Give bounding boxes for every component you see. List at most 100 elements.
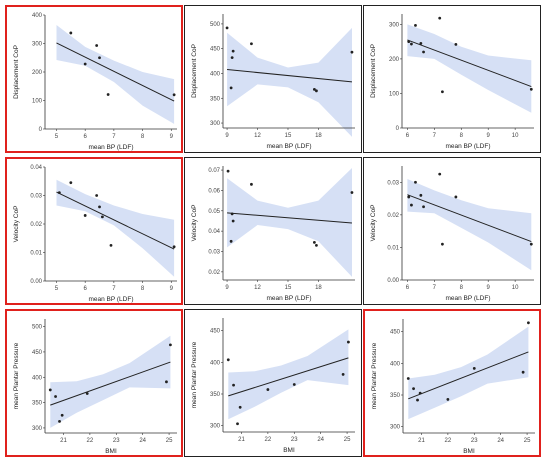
y-tick-label: 0.03 xyxy=(30,194,42,200)
y-axis-label: mean Plantar Pressure xyxy=(191,341,198,408)
data-point xyxy=(312,240,316,244)
data-point xyxy=(418,391,422,395)
chart-panel-7: 300 350 400 450 500 21 22 23 24 25 BMI mean Plantar… xyxy=(5,309,183,457)
x-tick-label: 9 xyxy=(487,285,491,291)
data-point xyxy=(225,26,229,30)
x-tick-label: 23 xyxy=(291,437,298,443)
data-point xyxy=(347,340,350,344)
x-tick-label: 24 xyxy=(317,437,324,443)
y-tick-label: 0.03 xyxy=(387,180,399,186)
y-tick-label: 0.00 xyxy=(387,278,399,284)
confidence-band xyxy=(408,326,529,420)
y-tick-label: 200 xyxy=(389,57,400,63)
data-point xyxy=(98,205,101,209)
x-axis-label: mean BP (LDF) xyxy=(88,144,133,151)
x-axis-label: mean BP (LDF) xyxy=(445,295,490,302)
data-point xyxy=(250,182,253,186)
y-tick-label: 450 xyxy=(210,47,221,53)
x-tick-label: 22 xyxy=(445,438,452,444)
data-point xyxy=(83,62,87,66)
data-point xyxy=(350,50,354,54)
scatter-plot: 300 350 400 450 500 21 22 23 24 25 BMI mean Plantar… xyxy=(13,319,177,455)
y-tick-label: 350 xyxy=(210,96,221,102)
x-tick-label: 22 xyxy=(265,437,272,443)
scatter-plot: 0.02 0.03 0.04 0.05 0.06 0.07 9 12 15 18 mean BP (… xyxy=(191,166,355,302)
data-point xyxy=(95,44,99,47)
y-axis-label: Velocity CoP xyxy=(370,205,377,242)
x-tick-label: 8 xyxy=(141,286,145,292)
x-tick-label: 9 xyxy=(225,285,229,291)
data-point xyxy=(236,422,239,426)
data-point xyxy=(48,388,52,392)
x-tick-label: 25 xyxy=(166,438,173,444)
x-tick-label: 10 xyxy=(512,285,519,291)
y-tick-label: 500 xyxy=(32,325,43,331)
data-point xyxy=(231,49,235,53)
data-point xyxy=(230,56,234,60)
x-tick-label: 5 xyxy=(55,286,59,292)
y-tick-label: 450 xyxy=(390,330,401,336)
y-axis-label: Velocity CoP xyxy=(191,205,198,242)
confidence-band xyxy=(228,329,349,420)
y-axis-label: mean Plantar Pressure xyxy=(13,342,20,409)
x-tick-label: 18 xyxy=(315,133,322,139)
x-tick-label: 23 xyxy=(471,438,478,444)
x-tick-label: 6 xyxy=(406,285,410,291)
data-point xyxy=(406,377,410,380)
x-tick-label: 9 xyxy=(170,134,174,140)
y-tick-label: 450 xyxy=(210,329,221,335)
data-point xyxy=(419,193,423,197)
y-tick-label: 0.07 xyxy=(208,168,220,174)
y-tick-label: 400 xyxy=(32,375,43,381)
data-point xyxy=(58,419,61,423)
data-point xyxy=(85,392,89,395)
x-tick-label: 6 xyxy=(84,134,88,140)
x-tick-label: 18 xyxy=(315,285,322,291)
data-point xyxy=(106,93,110,96)
y-tick-label: 0.05 xyxy=(208,209,220,215)
y-tick-label: 300 xyxy=(210,424,221,430)
chart-panel-9: 300 350 400 450 21 22 23 24 25 BMI mean Plantar Pr… xyxy=(363,309,541,457)
y-axis-label: mean Plantar Pressure xyxy=(371,342,378,409)
chart-panel-1: 0 100 200 300 400 5 6 7 8 9 mean BP (LDF) Displacem… xyxy=(5,5,183,153)
y-tick-label: 0.06 xyxy=(208,188,220,194)
x-tick-label: 6 xyxy=(406,133,410,139)
data-point xyxy=(441,242,444,246)
y-tick-label: 0.03 xyxy=(208,250,220,256)
chart-panel-6: 0.00 0.01 0.02 0.03 6 7 8 9 10 mean BP (LDF) Veloc… xyxy=(363,157,541,305)
data-point xyxy=(172,93,176,97)
confidence-band xyxy=(50,335,171,428)
data-point xyxy=(54,395,57,398)
y-tick-label: 400 xyxy=(32,13,43,19)
y-axis-label: Displacement CoP xyxy=(370,44,377,98)
x-tick-label: 12 xyxy=(254,285,261,291)
data-point xyxy=(100,215,104,219)
x-axis-label: BMI xyxy=(463,448,475,455)
x-axis-label: mean BP (LDF) xyxy=(266,143,311,150)
x-tick-label: 5 xyxy=(55,134,59,140)
y-tick-label: 300 xyxy=(32,42,43,48)
y-tick-label: 350 xyxy=(390,393,401,399)
data-point xyxy=(109,243,113,247)
chart-panel-2: 300 350 400 450 500 9 12 15 18 mean BP (LDF) Displ… xyxy=(184,5,362,153)
y-axis-label: Displacement CoP xyxy=(191,44,198,98)
chart-panel-5: 0.02 0.03 0.04 0.05 0.06 0.07 9 12 15 18 mean BP (… xyxy=(184,157,362,305)
data-point xyxy=(419,41,423,45)
data-point xyxy=(521,370,525,374)
x-tick-label: 8 xyxy=(460,285,464,291)
y-tick-label: 300 xyxy=(210,121,221,127)
data-point xyxy=(422,205,425,209)
x-tick-label: 9 xyxy=(487,133,491,139)
y-tick-label: 200 xyxy=(32,70,43,76)
x-tick-label: 15 xyxy=(285,285,292,291)
data-point xyxy=(407,195,411,199)
confidence-band xyxy=(227,27,352,137)
regression-line xyxy=(227,69,353,83)
y-axis-label: Displacement CoP xyxy=(13,45,20,99)
data-point xyxy=(315,243,318,247)
y-tick-label: 0 xyxy=(39,127,43,133)
x-tick-label: 9 xyxy=(225,133,229,139)
x-tick-label: 24 xyxy=(497,438,504,444)
x-tick-label: 21 xyxy=(418,438,425,444)
